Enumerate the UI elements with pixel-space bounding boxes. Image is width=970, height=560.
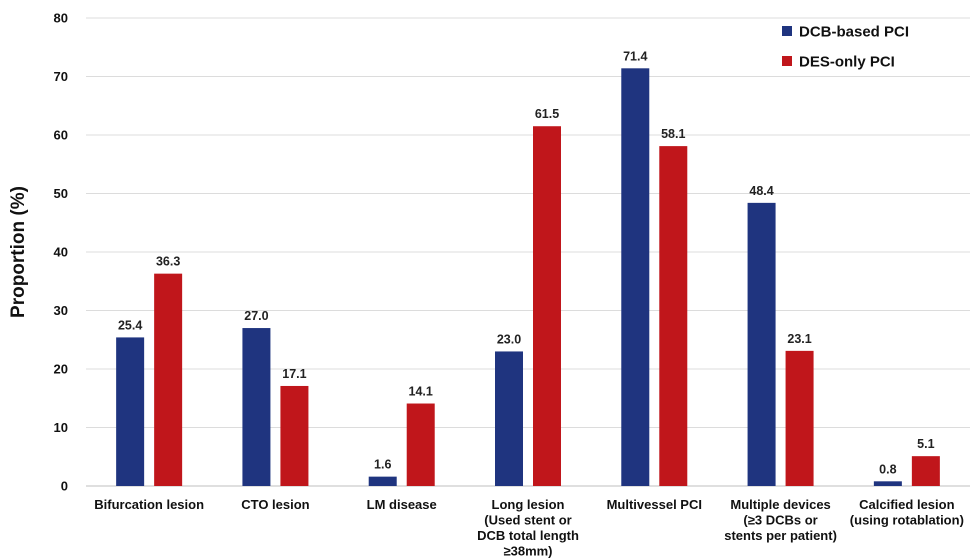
- data-label: 48.4: [749, 184, 773, 198]
- bar-dcb: [116, 337, 145, 486]
- x-axis-categories: Bifurcation lesion CTO lesion LM disease Lo…: [94, 497, 964, 559]
- data-label: 61.5: [535, 107, 559, 121]
- data-label: 58.1: [661, 127, 685, 141]
- x-category-label: Multivessel PCI: [607, 497, 702, 512]
- bar-dcb: [495, 351, 523, 486]
- bar-dcb: [747, 202, 776, 487]
- bar-dcb: [621, 68, 650, 486]
- data-label: 1.6: [374, 458, 391, 472]
- legend-label: DES-only PCI: [799, 54, 895, 71]
- bar-des: [785, 350, 814, 486]
- legend: DCB-based PCI DES-only PCI: [782, 24, 909, 71]
- x-category-label: Calcified lesion (using rotablation): [850, 497, 964, 528]
- legend-label: DCB-based PCI: [799, 24, 909, 41]
- data-label: 25.4: [118, 318, 142, 332]
- bar-dcb: [873, 481, 902, 486]
- y-tick-label: 80: [54, 11, 68, 26]
- y-tick-label: 70: [54, 69, 68, 84]
- bars: [116, 68, 940, 487]
- gridlines: [86, 17, 970, 487]
- y-tick-label: 50: [54, 186, 68, 201]
- bar-des: [280, 385, 309, 486]
- y-tick-label: 20: [54, 362, 68, 377]
- bar-dcb: [242, 328, 271, 486]
- y-tick-label: 0: [61, 479, 68, 494]
- data-label: 14.1: [409, 385, 433, 399]
- x-category-label: Multiple devices (≥3 DCBs or stents per pa…: [724, 497, 837, 543]
- bar-des: [533, 126, 561, 486]
- y-tick-label: 10: [54, 420, 68, 435]
- bar-des: [406, 403, 435, 486]
- y-tick-label: 30: [54, 303, 68, 318]
- data-label: 0.8: [879, 462, 896, 476]
- x-category-label: Bifurcation lesion: [94, 497, 204, 512]
- data-label: 17.1: [282, 367, 306, 381]
- y-axis-ticks: 0 10 20 30 40 50 60 70 80: [54, 11, 68, 494]
- legend-swatch: [782, 56, 792, 66]
- x-category-label: CTO lesion: [241, 497, 309, 512]
- data-label: 23.1: [787, 332, 811, 346]
- bar-des: [659, 146, 688, 487]
- x-category-label: Long lesion (Used stent or DCB total lengt…: [477, 497, 579, 559]
- data-label: 23.0: [497, 332, 521, 346]
- x-category-label: LM disease: [367, 497, 437, 512]
- data-label: 5.1: [917, 437, 934, 451]
- data-label: 71.4: [623, 49, 647, 63]
- bar-des: [154, 273, 183, 486]
- y-tick-label: 40: [54, 245, 68, 260]
- y-tick-label: 60: [54, 128, 68, 143]
- data-label: 36.3: [156, 255, 180, 269]
- legend-swatch: [782, 26, 792, 36]
- data-labels: 25.4 36.3 27.0 17.1 1.6 14.1 23.0 61.5 71.4 58.1 4…: [118, 49, 935, 476]
- data-label: 27.0: [244, 309, 268, 323]
- y-axis-label: Proportion (%): [8, 186, 29, 318]
- bar-dcb: [368, 476, 397, 486]
- bar-des: [911, 456, 940, 486]
